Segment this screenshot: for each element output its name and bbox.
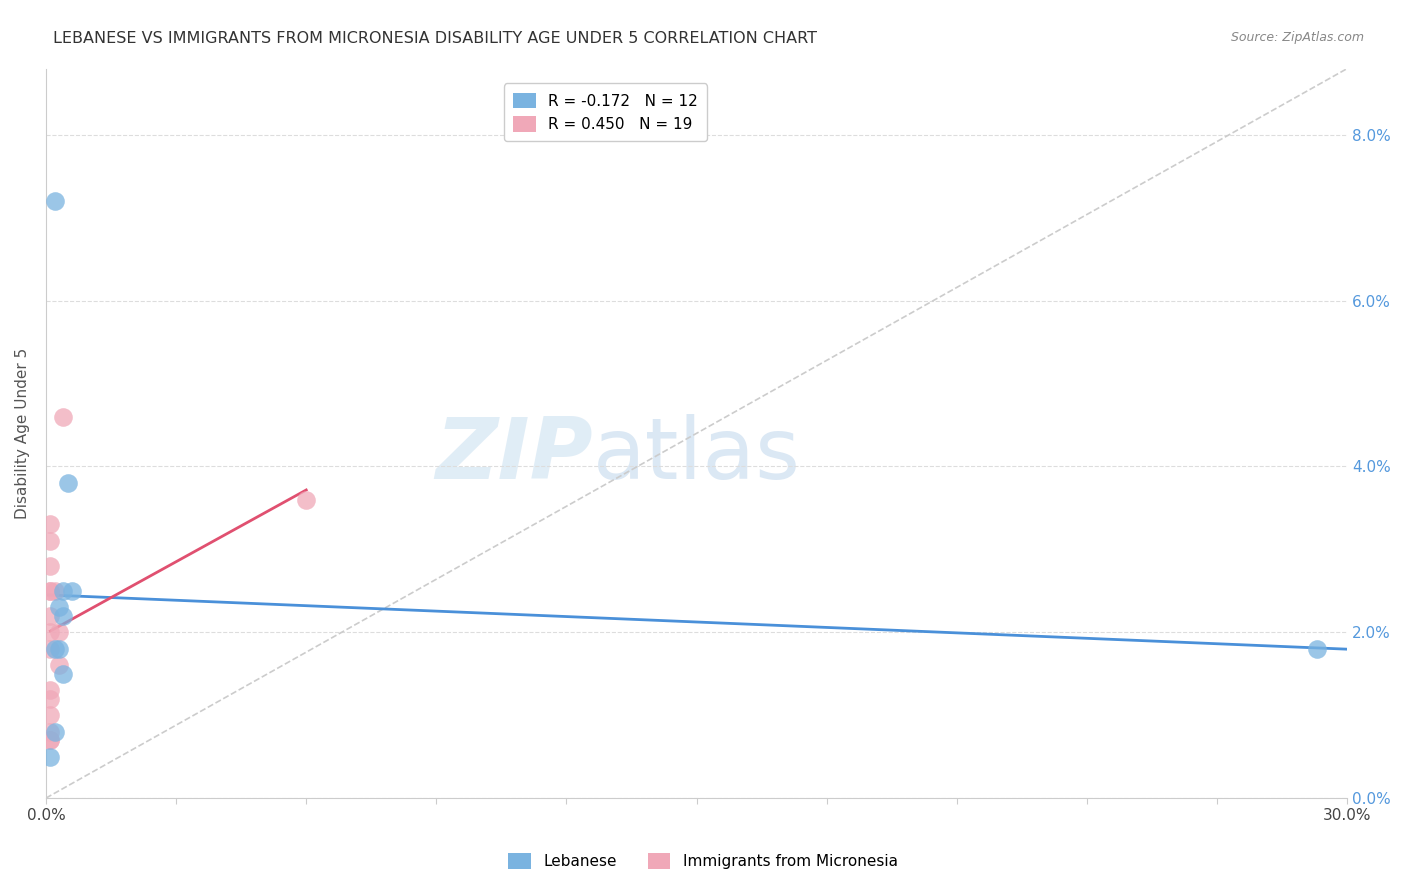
- Point: [39, 558, 62, 573]
- Point: [48, 625, 70, 640]
- Point: [295, 492, 318, 507]
- Point: [39, 749, 62, 764]
- Point: [48, 641, 70, 656]
- Point: [48, 600, 70, 615]
- Text: Source: ZipAtlas.com: Source: ZipAtlas.com: [1230, 31, 1364, 45]
- Legend: Lebanese, Immigrants from Micronesia: Lebanese, Immigrants from Micronesia: [502, 847, 904, 875]
- Point: [39, 583, 62, 598]
- Point: [56, 476, 79, 491]
- Point: [39, 608, 62, 623]
- Text: LEBANESE VS IMMIGRANTS FROM MICRONESIA DISABILITY AGE UNDER 5 CORRELATION CHART: LEBANESE VS IMMIGRANTS FROM MICRONESIA D…: [53, 31, 817, 46]
- Point: [52, 409, 75, 424]
- Point: [60, 583, 83, 598]
- Legend: R = -0.172   N = 12, R = 0.450   N = 19: R = -0.172 N = 12, R = 0.450 N = 19: [503, 84, 707, 142]
- Point: [44, 724, 66, 739]
- Point: [52, 666, 75, 681]
- Point: [39, 691, 62, 706]
- Point: [39, 534, 62, 549]
- Point: [39, 641, 62, 656]
- Text: atlas: atlas: [592, 414, 800, 497]
- Point: [39, 583, 62, 598]
- Point: [52, 583, 75, 598]
- Point: [39, 733, 62, 747]
- Point: [39, 708, 62, 723]
- Point: [44, 194, 66, 209]
- Point: [39, 733, 62, 747]
- Point: [39, 724, 62, 739]
- Point: [1306, 641, 1329, 656]
- Y-axis label: Disability Age Under 5: Disability Age Under 5: [15, 348, 30, 519]
- Point: [48, 658, 70, 673]
- Point: [39, 625, 62, 640]
- Point: [39, 517, 62, 532]
- Point: [52, 608, 75, 623]
- Point: [44, 583, 66, 598]
- Point: [39, 683, 62, 698]
- Point: [44, 641, 66, 656]
- Text: ZIP: ZIP: [434, 414, 592, 497]
